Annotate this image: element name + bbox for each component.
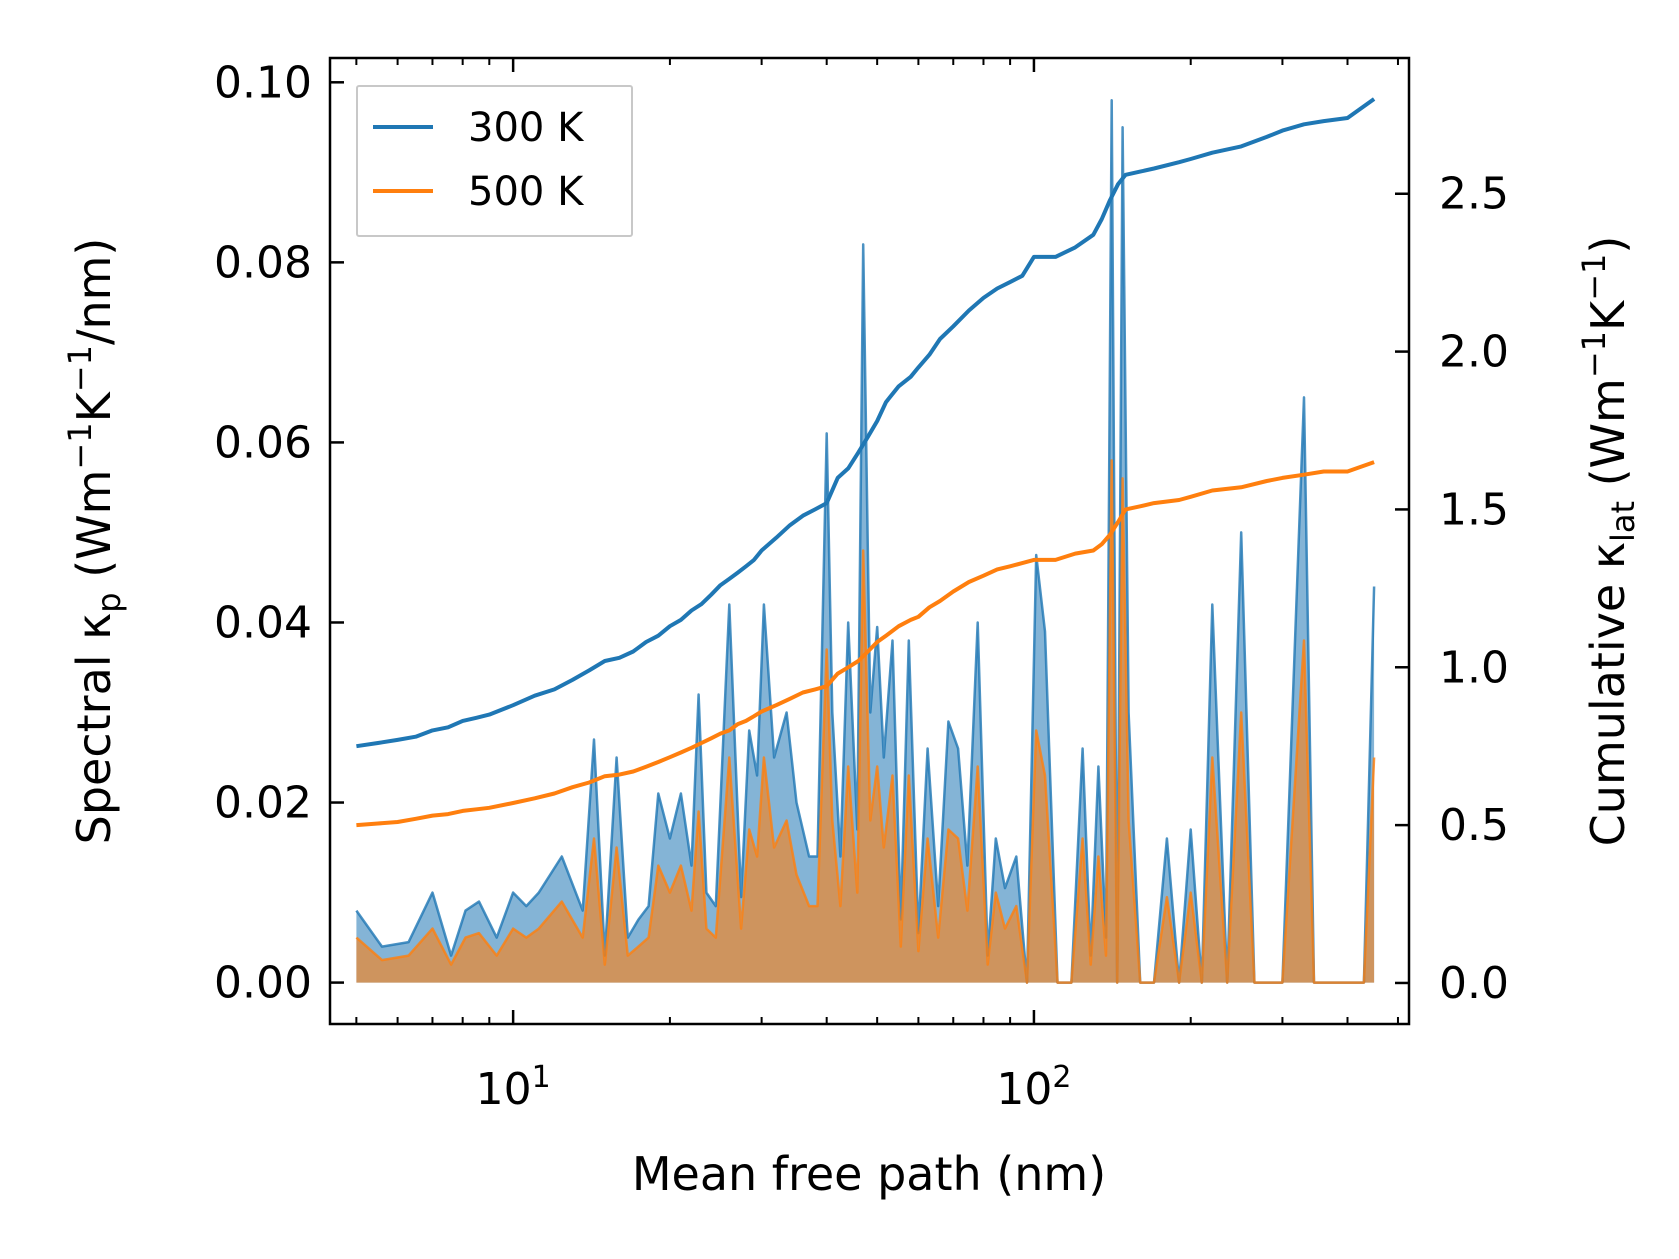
- y-left-prefix: Spectral κ: [67, 613, 121, 845]
- y-right-tick-label: 0.5: [1439, 800, 1509, 851]
- y-right-tick-label: 0.0: [1439, 958, 1509, 1009]
- y-right-unit-close: ): [1581, 236, 1635, 254]
- legend: 300 K 500 K: [356, 85, 633, 237]
- y-right-tick-label: 1.5: [1439, 484, 1509, 535]
- y-left-tick-label: 0.04: [214, 597, 312, 648]
- spectral-line-layer: [355, 99, 1376, 984]
- y-left-unit-mid: K: [67, 390, 121, 422]
- axes-layer: [328, 56, 1411, 1026]
- y-right-sup1: −1: [1575, 331, 1613, 378]
- spectral-line-500-k: [355, 459, 1376, 984]
- y-left-tick-label: 0.10: [214, 57, 312, 108]
- y-right-prefix: Cumulative κ: [1581, 542, 1635, 846]
- y-left-sup2: −1: [61, 345, 99, 392]
- y-left-unit-open: (Wm: [67, 470, 121, 593]
- x-axis-title: Mean free path (nm): [632, 1147, 1106, 1201]
- y-left-unit-close: /nm): [67, 238, 121, 345]
- y-right-sub: lat: [1604, 501, 1642, 542]
- cumulative-line-layer: [356, 97, 1376, 828]
- y-axis-right-title: Cumulative κlat (Wm−1K−1): [1575, 236, 1642, 847]
- legend-label-300k: 300 K: [468, 105, 585, 151]
- y-axis-left-title: Spectral κp (Wm−1K−1/nm): [61, 238, 128, 845]
- y-left-tick-label: 0.08: [214, 237, 312, 288]
- y-left-tick-label: 0.02: [214, 778, 312, 829]
- plot-frame: [328, 56, 1411, 1026]
- x-tick-label: 101: [476, 1060, 551, 1116]
- x-tick-label: 102: [996, 1060, 1071, 1116]
- y-right-unit-open: (Wm: [1581, 378, 1635, 501]
- y-right-tick-label: 1.0: [1439, 642, 1509, 693]
- tick-label-layer: 0.00 0.02 0.04 0.06 0.08 0.10 0.0 0.5 1.0 1.5 2.0 2…: [214, 57, 1509, 1115]
- y-right-unit-mid: K: [1581, 299, 1635, 331]
- y-left-tick-label: 0.00: [214, 958, 312, 1009]
- y-left-sup1: −1: [61, 422, 99, 469]
- legend-frame: [356, 85, 633, 237]
- spectral-line-300-k: [355, 99, 1376, 984]
- y-left-tick-label: 0.06: [214, 417, 312, 468]
- y-left-sub: p: [90, 592, 128, 612]
- y-right-tick-label: 2.5: [1439, 169, 1509, 220]
- y-right-sup2: −1: [1575, 254, 1613, 301]
- y-right-tick-label: 2.0: [1439, 327, 1509, 378]
- cumulative-line-500-k: [356, 460, 1375, 828]
- cumulative-line-300-k: [356, 97, 1376, 749]
- legend-label-500k: 500 K: [468, 169, 585, 215]
